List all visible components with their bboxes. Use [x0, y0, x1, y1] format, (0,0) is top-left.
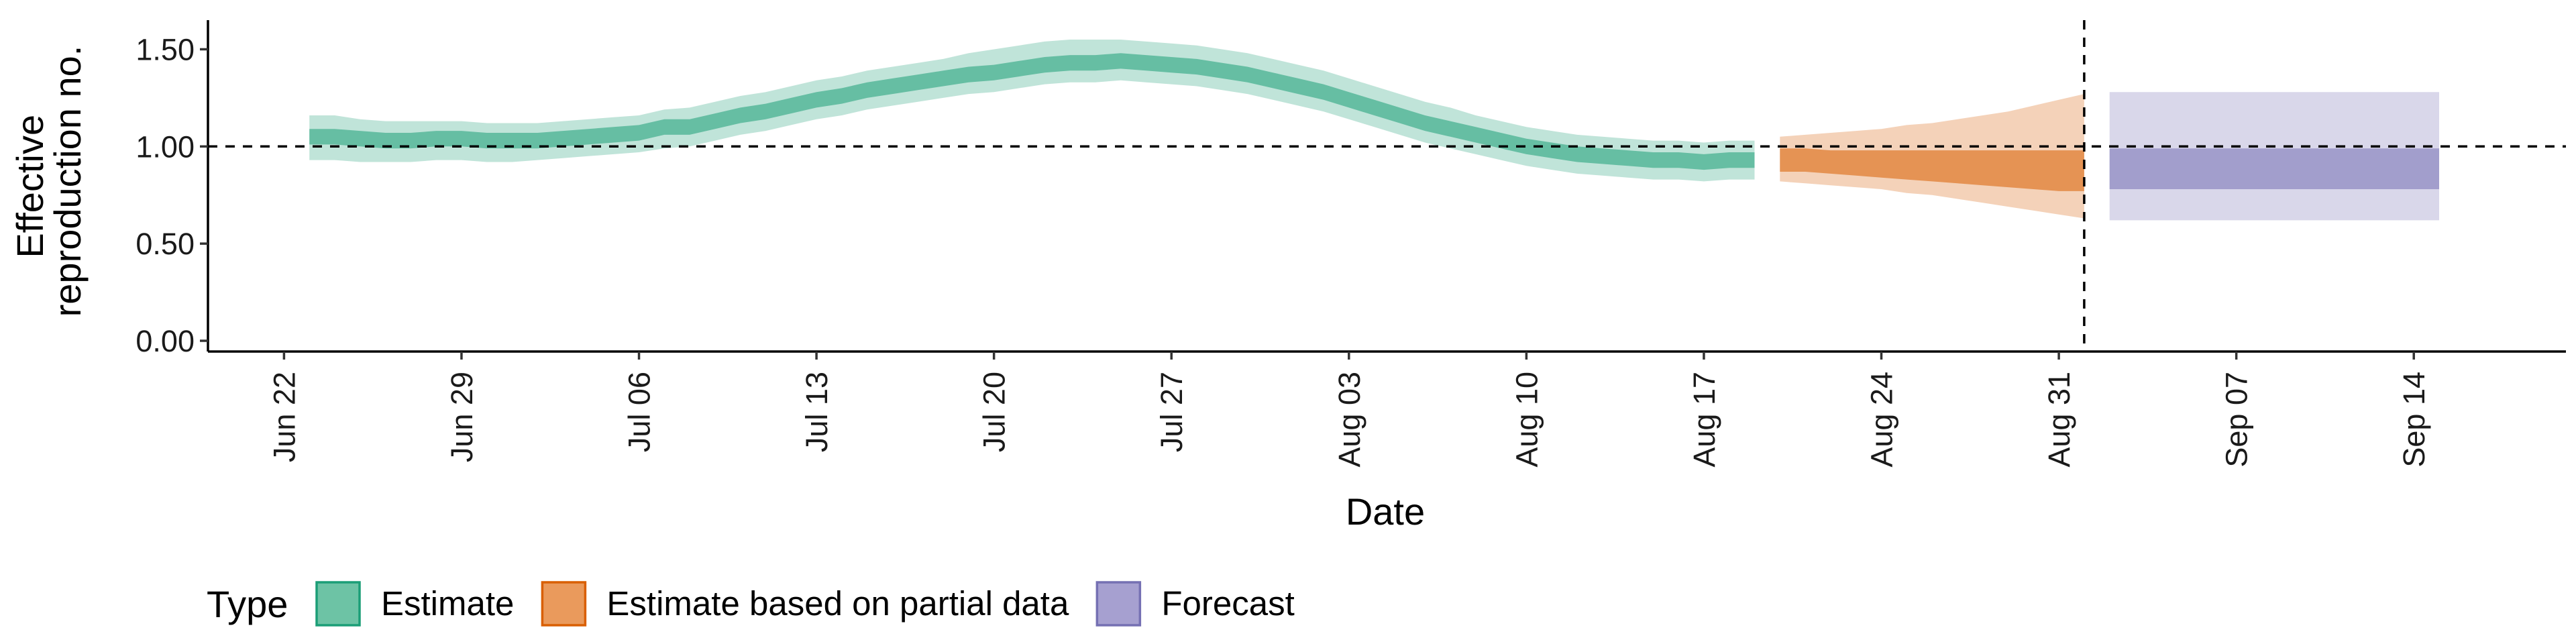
y-tick-label: 1.00	[136, 129, 195, 164]
estimate-50-band	[309, 53, 1755, 170]
legend-title: Type	[207, 583, 288, 625]
x-tick-label: Jun 22	[267, 372, 301, 462]
x-tick-label: Aug 03	[1332, 372, 1366, 468]
x-ticks: Jun 22 Jun 29 Jul 06 Jul 13 Jul 20 Jul 27 Aug …	[267, 352, 2431, 468]
x-tick-label: Aug 17	[1687, 372, 1721, 468]
x-tick-label: Aug 31	[2042, 372, 2076, 468]
y-ticks: 0.00 0.50 1.00 1.50	[136, 32, 208, 358]
y-tick-label: 0.00	[136, 324, 195, 358]
x-tick-label: Jul 27	[1155, 372, 1189, 452]
x-tick-label: Sep 07	[2220, 372, 2254, 468]
x-tick-label: Sep 14	[2397, 372, 2431, 468]
legend-label-estimate-based-on-partial-data: Estimate based on partial data	[606, 584, 1069, 623]
forecast-50-band	[2109, 148, 2439, 189]
ribbon-layer	[309, 40, 2439, 221]
x-tick-label: Jul 13	[800, 372, 834, 452]
y-axis-title: Effective reproduction no.	[9, 46, 89, 317]
y-axis-title-line-2: reproduction no.	[46, 46, 89, 317]
legend-label-forecast: Forecast	[1161, 584, 1294, 623]
axes	[207, 20, 2566, 353]
x-tick-label: Jul 06	[623, 372, 657, 452]
y-tick-label: 1.50	[136, 32, 195, 66]
x-axis-title: Date	[1346, 490, 1425, 533]
legend-label-estimate: Estimate	[381, 584, 514, 623]
x-tick-label: Aug 10	[1509, 372, 1544, 468]
x-tick-label: Jun 29	[445, 372, 479, 462]
legend-key-estimate	[315, 581, 361, 627]
y-tick-label: 0.50	[136, 227, 195, 261]
x-tick-label: Jul 20	[977, 372, 1012, 452]
legend-key-estimate-based-on-partial-data	[541, 581, 587, 627]
reference-lines	[208, 20, 2566, 352]
legend: Type Estimate Estimate based on partial d…	[207, 581, 1295, 627]
legend-key-forecast	[1095, 581, 1142, 627]
y-axis-title-line-1: Effective	[9, 115, 51, 258]
estimate-based-on-partial-data-50-band	[1780, 148, 2084, 191]
x-tick-label: Aug 24	[1865, 372, 1899, 468]
